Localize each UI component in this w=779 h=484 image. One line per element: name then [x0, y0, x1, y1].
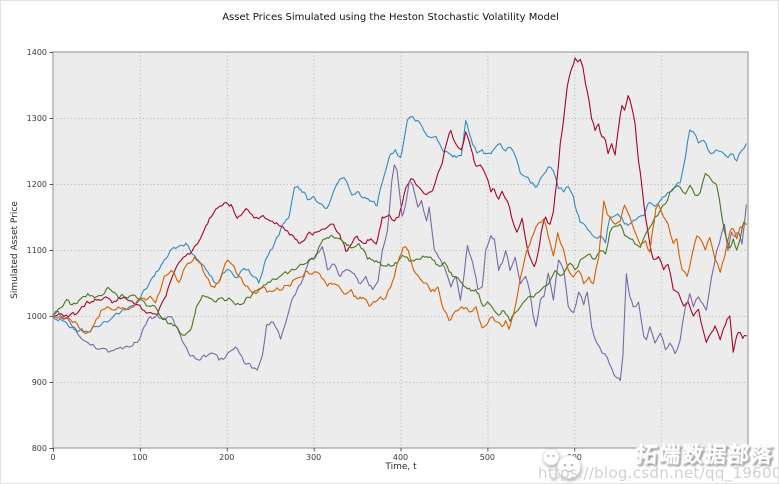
- x-tick-label: 300: [306, 453, 321, 462]
- x-tick-label: 400: [393, 453, 408, 462]
- series-path-5: [53, 200, 747, 335]
- chart-title: Asset Prices Simulated using the Heston …: [222, 12, 559, 23]
- watermark: 拓端数据部落 https://blog.csdn.net/qq_19600291: [538, 443, 778, 482]
- y-tick-label: 800: [32, 444, 47, 453]
- y-tick-label: 1300: [27, 114, 47, 123]
- y-tick-label: 1200: [27, 180, 47, 189]
- x-tick-label: 100: [132, 453, 147, 462]
- series-path-2: [53, 57, 747, 353]
- watermark-url: https://blog.csdn.net/qq_19600291: [538, 464, 778, 482]
- x-tick-label: 200: [219, 453, 234, 462]
- chat-bubbles-icon: [542, 448, 581, 479]
- y-axis-label: Simulated Asset Price: [10, 201, 20, 299]
- y-tick-label: 1400: [27, 48, 47, 57]
- x-tick-label: 0: [50, 453, 55, 462]
- series-path-3: [53, 164, 747, 382]
- tick-labels: 0100200300400500600800900100011001200130…: [27, 48, 582, 462]
- y-tick-label: 1000: [27, 312, 47, 321]
- x-axis-label: Time, t: [385, 462, 417, 472]
- x-tick-label: 500: [480, 453, 495, 462]
- y-tick-label: 900: [32, 378, 47, 387]
- series-path-1: [53, 116, 747, 333]
- axis-ticks: [49, 52, 576, 452]
- watermark-brand: 拓端数据部落: [634, 443, 776, 467]
- y-tick-label: 1100: [27, 246, 47, 255]
- series-path-4: [53, 172, 747, 336]
- series-group: [53, 57, 747, 382]
